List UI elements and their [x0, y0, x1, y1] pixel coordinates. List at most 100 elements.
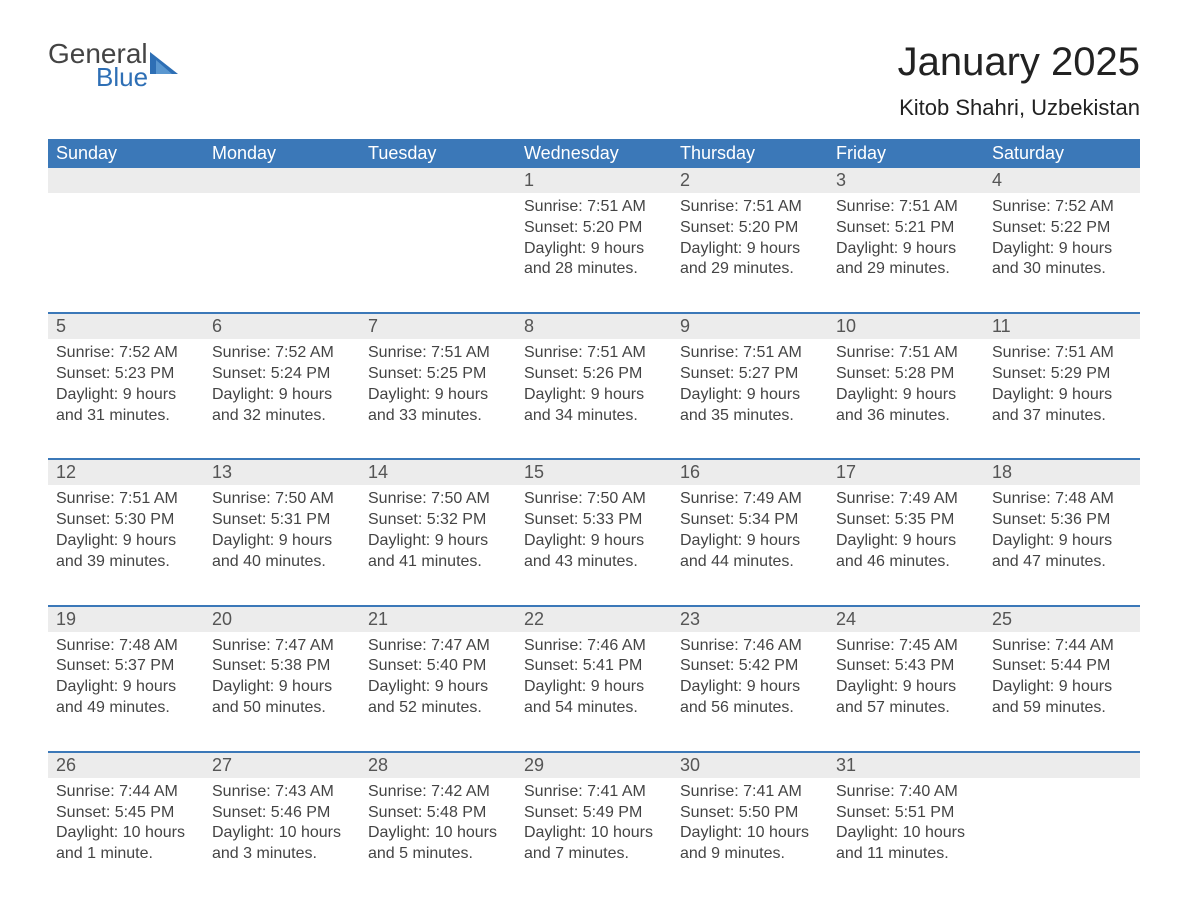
daylight-text-1: Daylight: 9 hours	[212, 531, 352, 552]
daylight-text-1: Daylight: 9 hours	[524, 385, 664, 406]
sunset-text: Sunset: 5:34 PM	[680, 510, 820, 531]
daylight-text-1: Daylight: 9 hours	[212, 385, 352, 406]
day-content: Sunrise: 7:51 AMSunset: 5:25 PMDaylight:…	[360, 339, 516, 444]
daylight-text-2: and 54 minutes.	[524, 698, 664, 719]
dayheader-mon: Monday	[204, 139, 360, 168]
sunrise-text: Sunrise: 7:49 AM	[836, 489, 976, 510]
day-headers: Sunday Monday Tuesday Wednesday Thursday…	[48, 139, 1140, 168]
sunrise-text: Sunrise: 7:46 AM	[524, 636, 664, 657]
daylight-text-1: Daylight: 9 hours	[680, 239, 820, 260]
sunrise-text: Sunrise: 7:52 AM	[212, 343, 352, 364]
day-content: Sunrise: 7:50 AMSunset: 5:32 PMDaylight:…	[360, 485, 516, 590]
dayheader-sun: Sunday	[48, 139, 204, 168]
day-content: Sunrise: 7:50 AMSunset: 5:33 PMDaylight:…	[516, 485, 672, 590]
daylight-text-2: and 43 minutes.	[524, 552, 664, 573]
sunrise-text: Sunrise: 7:47 AM	[212, 636, 352, 657]
daylight-text-2: and 5 minutes.	[368, 844, 508, 865]
sunrise-text: Sunrise: 7:51 AM	[368, 343, 508, 364]
sunrise-text: Sunrise: 7:45 AM	[836, 636, 976, 657]
day-number: 10	[828, 314, 984, 339]
daylight-text-1: Daylight: 9 hours	[836, 239, 976, 260]
day-number: 24	[828, 607, 984, 632]
daylight-text-1: Daylight: 10 hours	[680, 823, 820, 844]
sunrise-text: Sunrise: 7:50 AM	[524, 489, 664, 510]
sunset-text: Sunset: 5:26 PM	[524, 364, 664, 385]
daylight-text-2: and 1 minute.	[56, 844, 196, 865]
day-number: 6	[204, 314, 360, 339]
month-title: January 2025	[898, 40, 1140, 85]
day-content: Sunrise: 7:51 AMSunset: 5:29 PMDaylight:…	[984, 339, 1140, 444]
day-number: 22	[516, 607, 672, 632]
daylight-text-2: and 59 minutes.	[992, 698, 1132, 719]
sunset-text: Sunset: 5:20 PM	[524, 218, 664, 239]
daylight-text-1: Daylight: 9 hours	[524, 239, 664, 260]
sunset-text: Sunset: 5:24 PM	[212, 364, 352, 385]
daylight-text-1: Daylight: 9 hours	[56, 385, 196, 406]
day-number: 11	[984, 314, 1140, 339]
sunrise-text: Sunrise: 7:40 AM	[836, 782, 976, 803]
day-content	[984, 778, 1140, 883]
daylight-text-2: and 31 minutes.	[56, 406, 196, 427]
day-content: Sunrise: 7:51 AMSunset: 5:27 PMDaylight:…	[672, 339, 828, 444]
day-content: Sunrise: 7:51 AMSunset: 5:30 PMDaylight:…	[48, 485, 204, 590]
dayheader-thu: Thursday	[672, 139, 828, 168]
sunrise-text: Sunrise: 7:43 AM	[212, 782, 352, 803]
daynum-row: 567891011	[48, 314, 1140, 339]
daylight-text-2: and 52 minutes.	[368, 698, 508, 719]
day-content	[204, 193, 360, 298]
daylight-text-1: Daylight: 10 hours	[836, 823, 976, 844]
sunrise-text: Sunrise: 7:44 AM	[992, 636, 1132, 657]
daylight-text-2: and 29 minutes.	[680, 259, 820, 280]
sunrise-text: Sunrise: 7:50 AM	[212, 489, 352, 510]
daylight-text-1: Daylight: 9 hours	[524, 677, 664, 698]
day-number: 3	[828, 168, 984, 193]
daylight-text-2: and 33 minutes.	[368, 406, 508, 427]
daylight-text-2: and 35 minutes.	[680, 406, 820, 427]
sunset-text: Sunset: 5:41 PM	[524, 656, 664, 677]
day-content: Sunrise: 7:52 AMSunset: 5:24 PMDaylight:…	[204, 339, 360, 444]
daylight-text-2: and 11 minutes.	[836, 844, 976, 865]
sunrise-text: Sunrise: 7:49 AM	[680, 489, 820, 510]
daylight-text-2: and 39 minutes.	[56, 552, 196, 573]
day-number: 2	[672, 168, 828, 193]
sunrise-text: Sunrise: 7:52 AM	[56, 343, 196, 364]
day-content: Sunrise: 7:42 AMSunset: 5:48 PMDaylight:…	[360, 778, 516, 883]
sunset-text: Sunset: 5:30 PM	[56, 510, 196, 531]
sunset-text: Sunset: 5:38 PM	[212, 656, 352, 677]
sunrise-text: Sunrise: 7:42 AM	[368, 782, 508, 803]
daylight-text-2: and 32 minutes.	[212, 406, 352, 427]
daylight-text-2: and 57 minutes.	[836, 698, 976, 719]
sunrise-text: Sunrise: 7:41 AM	[524, 782, 664, 803]
daylight-text-1: Daylight: 9 hours	[992, 385, 1132, 406]
daylight-text-2: and 44 minutes.	[680, 552, 820, 573]
day-number: 5	[48, 314, 204, 339]
sunset-text: Sunset: 5:25 PM	[368, 364, 508, 385]
sunset-text: Sunset: 5:51 PM	[836, 803, 976, 824]
location: Kitob Shahri, Uzbekistan	[898, 95, 1140, 121]
day-number: 8	[516, 314, 672, 339]
sunrise-text: Sunrise: 7:51 AM	[836, 343, 976, 364]
sunset-text: Sunset: 5:37 PM	[56, 656, 196, 677]
day-content: Sunrise: 7:49 AMSunset: 5:35 PMDaylight:…	[828, 485, 984, 590]
sunrise-text: Sunrise: 7:51 AM	[992, 343, 1132, 364]
daylight-text-2: and 7 minutes.	[524, 844, 664, 865]
daycontent-row: Sunrise: 7:51 AMSunset: 5:30 PMDaylight:…	[48, 485, 1140, 590]
calendar: Sunday Monday Tuesday Wednesday Thursday…	[48, 139, 1140, 883]
daylight-text-1: Daylight: 9 hours	[992, 531, 1132, 552]
brand-name-part2: Blue	[96, 64, 148, 90]
daynum-row: 1234	[48, 168, 1140, 193]
daylight-text-1: Daylight: 9 hours	[992, 677, 1132, 698]
day-number	[984, 753, 1140, 778]
day-number	[204, 168, 360, 193]
day-content: Sunrise: 7:46 AMSunset: 5:41 PMDaylight:…	[516, 632, 672, 737]
day-content: Sunrise: 7:51 AMSunset: 5:28 PMDaylight:…	[828, 339, 984, 444]
daylight-text-1: Daylight: 10 hours	[212, 823, 352, 844]
day-number: 31	[828, 753, 984, 778]
daylight-text-1: Daylight: 9 hours	[56, 677, 196, 698]
sunrise-text: Sunrise: 7:46 AM	[680, 636, 820, 657]
sunset-text: Sunset: 5:32 PM	[368, 510, 508, 531]
daylight-text-2: and 40 minutes.	[212, 552, 352, 573]
sunset-text: Sunset: 5:29 PM	[992, 364, 1132, 385]
day-number: 9	[672, 314, 828, 339]
weeks-container: 1234Sunrise: 7:51 AMSunset: 5:20 PMDayli…	[48, 168, 1140, 883]
